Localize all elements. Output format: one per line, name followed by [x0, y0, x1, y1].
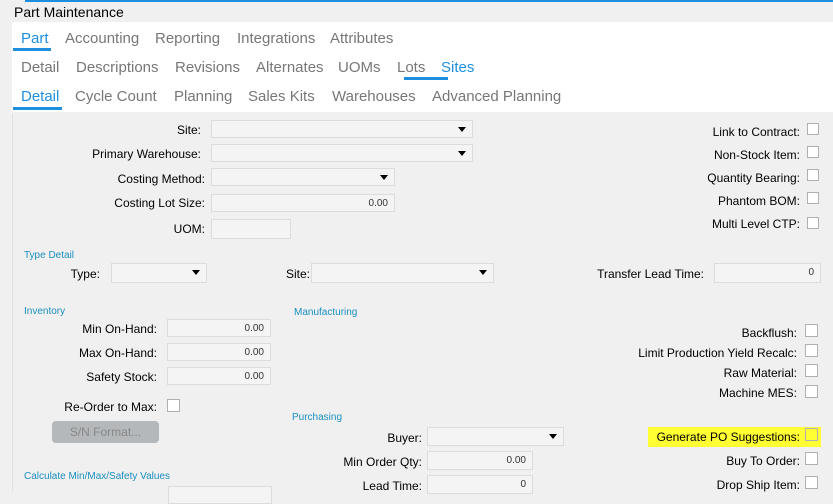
buy-to-order-checkbox[interactable]: [805, 452, 818, 465]
limit-yield-checkbox[interactable]: [805, 344, 818, 357]
min-order-qty-label: Min Order Qty:: [343, 455, 422, 469]
type-site-dropdown[interactable]: [311, 263, 494, 283]
tab-uoms[interactable]: UOMs: [338, 59, 381, 76]
buy-to-order-label: Buy To Order:: [726, 454, 800, 468]
reorder-to-max-checkbox[interactable]: [167, 399, 180, 412]
phantom-bom-label: Phantom BOM:: [717, 194, 800, 208]
uom-input[interactable]: [211, 219, 291, 239]
multi-level-ctp-label: Multi Level CTP:: [711, 217, 800, 231]
tab-alternates[interactable]: Alternates: [256, 59, 324, 76]
drop-ship-item-label: Drop Ship Item:: [716, 478, 800, 492]
tab-integrations[interactable]: Integrations: [237, 30, 316, 47]
lead-time-label: Lead Time:: [362, 479, 422, 493]
lead-time-input[interactable]: 0: [427, 475, 533, 494]
calc-input[interactable]: [168, 486, 272, 504]
purchasing-section-title: Purchasing: [292, 412, 343, 423]
inventory-section-title: Inventory: [24, 306, 66, 317]
type-dropdown[interactable]: [111, 263, 207, 283]
tab-area: Part Accounting Reporting Integrations A…: [12, 22, 833, 112]
tab-sites[interactable]: Sites: [441, 59, 475, 76]
transfer-lead-time-input[interactable]: 0: [714, 263, 821, 283]
safety-stock-label: Safety Stock:: [86, 370, 157, 384]
link-to-contract-checkbox[interactable]: [807, 123, 819, 135]
site-dropdown[interactable]: [211, 120, 473, 138]
type-site-label: Site:: [285, 267, 310, 281]
costing-lot-size-label: Costing Lot Size:: [114, 196, 205, 210]
site-label: Site:: [176, 123, 201, 137]
buyer-dropdown[interactable]: [427, 427, 564, 446]
tab-advanced-planning[interactable]: Advanced Planning: [432, 88, 562, 105]
primary-warehouse-dropdown[interactable]: [211, 144, 473, 162]
costing-method-label: Costing Method:: [117, 172, 205, 186]
drop-ship-item-checkbox[interactable]: [805, 476, 818, 489]
generate-po-suggestions-label: Generate PO Suggestions:: [656, 430, 800, 444]
reorder-to-max-label: Re-Order to Max:: [64, 400, 157, 414]
backflush-label: Backflush:: [741, 326, 797, 340]
active-tab-underline: [404, 77, 448, 80]
min-on-hand-input[interactable]: 0.00: [167, 319, 271, 337]
highlight-marker: [648, 427, 821, 447]
non-stock-item-label: Non-Stock Item:: [713, 148, 800, 162]
generate-po-suggestions-checkbox[interactable]: [805, 428, 818, 441]
tab-reporting[interactable]: Reporting: [155, 30, 221, 47]
tab-revisions[interactable]: Revisions: [175, 59, 241, 76]
tab-accounting[interactable]: Accounting: [65, 30, 140, 47]
active-tab-underline: [13, 107, 62, 110]
top-accent-line: [25, 0, 833, 2]
quantity-bearing-checkbox[interactable]: [807, 169, 819, 181]
calculate-section-title: Calculate Min/Max/Safety Values: [24, 471, 170, 482]
backflush-checkbox[interactable]: [805, 324, 818, 337]
tab-lots[interactable]: Lots: [397, 59, 426, 76]
link-to-contract-label: Link to Contract:: [712, 125, 800, 139]
tab-descriptions[interactable]: Descriptions: [76, 59, 159, 76]
non-stock-item-checkbox[interactable]: [807, 146, 819, 158]
window-title: Part Maintenance: [14, 4, 124, 20]
tab-cycle-count[interactable]: Cycle Count: [75, 88, 157, 105]
phantom-bom-checkbox[interactable]: [807, 192, 819, 204]
max-on-hand-label: Max On-Hand:: [78, 346, 157, 360]
primary-warehouse-label: Primary Warehouse:: [92, 147, 201, 161]
machine-mes-checkbox[interactable]: [805, 385, 818, 398]
buyer-label: Buyer:: [387, 431, 422, 445]
sn-format-button[interactable]: S/N Format...: [52, 421, 159, 443]
tab-attributes[interactable]: Attributes: [330, 30, 394, 47]
tab-detail[interactable]: Detail: [21, 59, 60, 76]
tab-warehouses[interactable]: Warehouses: [332, 88, 416, 105]
type-label: Type:: [70, 267, 100, 281]
tab-site-detail[interactable]: Detail: [21, 88, 60, 105]
quantity-bearing-label: Quantity Bearing:: [707, 171, 800, 185]
machine-mes-label: Machine MES:: [718, 386, 797, 400]
type-detail-section-title: Type Detail: [24, 250, 75, 261]
manufacturing-section-title: Manufacturing: [294, 307, 358, 318]
multi-level-ctp-checkbox[interactable]: [807, 217, 819, 229]
min-order-qty-input[interactable]: 0.00: [427, 451, 533, 470]
raw-material-checkbox[interactable]: [805, 364, 818, 377]
min-on-hand-label: Min On-Hand:: [82, 322, 157, 336]
raw-material-label: Raw Material:: [723, 366, 797, 380]
limit-yield-label: Limit Production Yield Recalc:: [638, 346, 797, 360]
tab-part[interactable]: Part: [21, 30, 49, 47]
tab-planning[interactable]: Planning: [174, 88, 233, 105]
costing-lot-size-input[interactable]: 0.00: [211, 194, 395, 212]
transfer-lead-time-label: Transfer Lead Time:: [597, 267, 704, 281]
active-tab-underline: [13, 48, 51, 51]
uom-label: UOM:: [173, 222, 205, 236]
safety-stock-input[interactable]: 0.00: [167, 367, 271, 385]
costing-method-dropdown[interactable]: [211, 168, 395, 186]
tab-sales-kits[interactable]: Sales Kits: [248, 88, 315, 105]
max-on-hand-input[interactable]: 0.00: [167, 343, 271, 361]
